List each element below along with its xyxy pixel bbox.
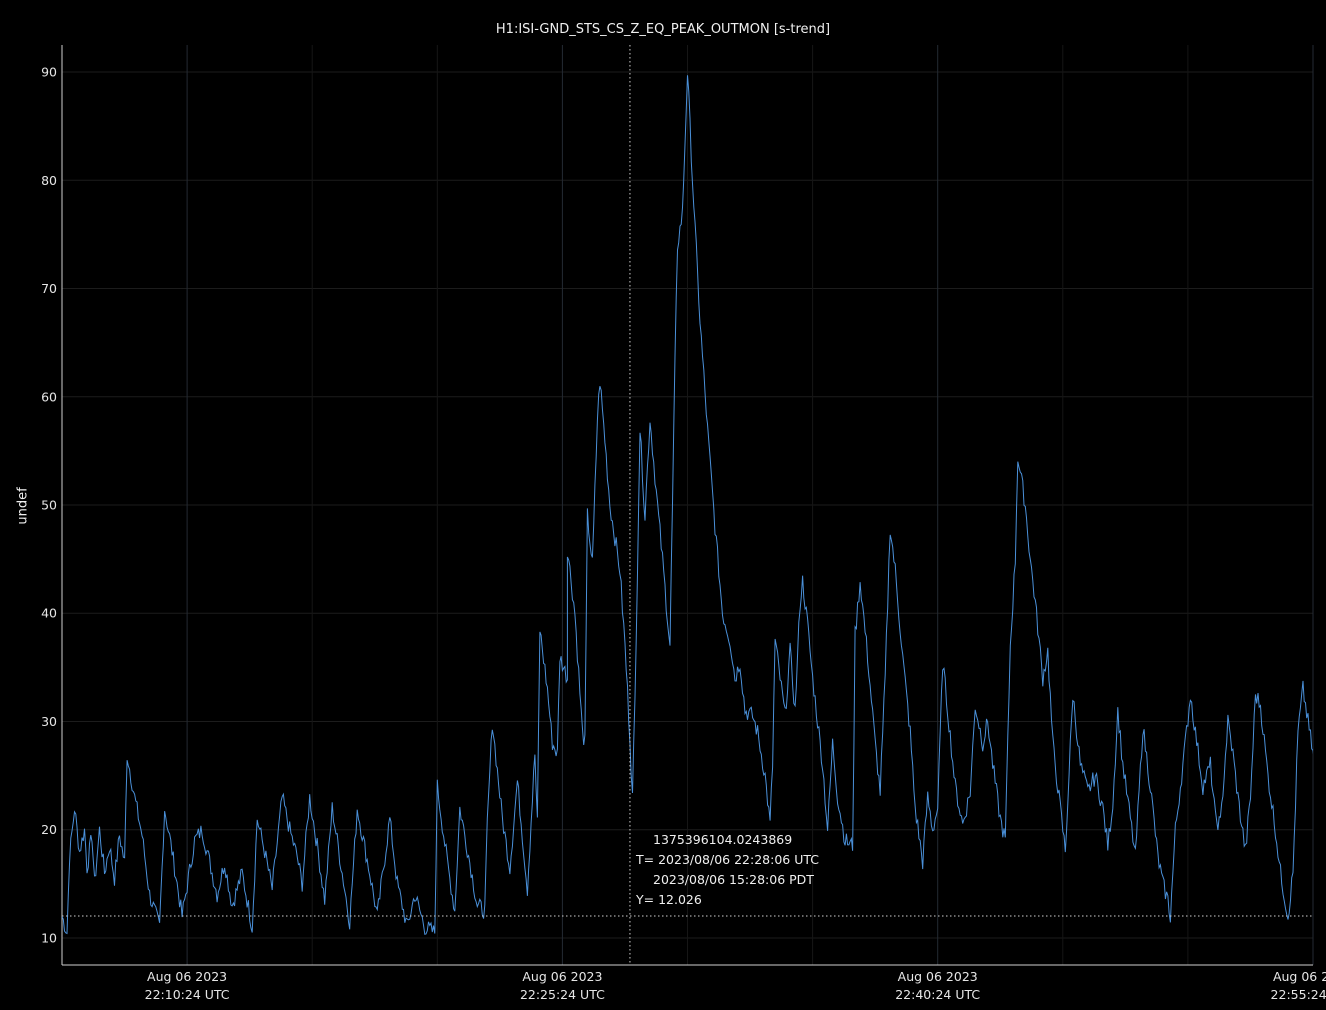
y-tick-label: 60	[41, 389, 57, 404]
series-path	[62, 75, 1313, 935]
chart-axes	[61, 45, 1313, 966]
chart-title: H1:ISI-GND_STS_CS_Z_EQ_PEAK_OUTMON [s-tr…	[495, 22, 831, 37]
x-tick-label: Aug 06 2023	[1273, 969, 1326, 984]
x-tick-label-time: 22:40:24 UTC	[895, 987, 980, 1002]
x-tick-label: Aug 06 2023	[522, 969, 602, 984]
chart-grid	[61, 45, 1314, 965]
x-tick-label: Aug 06 2023	[147, 969, 227, 984]
y-tick-label: 40	[41, 606, 57, 621]
x-tick-label-time: 22:25:24 UTC	[520, 987, 605, 1002]
y-tick-label: 20	[41, 822, 57, 837]
cursor-gps-time: 1375396104.0243869	[653, 832, 793, 847]
x-tick-label-time: 22:55:24 UTC	[1271, 987, 1326, 1002]
cursor-local-time: 2023/08/06 15:28:06 PDT	[653, 872, 814, 887]
cursor-utc-time: T= 2023/08/06 22:28:06 UTC	[636, 852, 819, 867]
x-tick-label-time: 22:10:24 UTC	[145, 987, 230, 1002]
y-tick-label: 30	[41, 714, 57, 729]
cursor-y-value: Y= 12.026	[636, 892, 702, 907]
y-tick-label: 50	[41, 498, 57, 513]
y-tick-label: 10	[41, 930, 57, 945]
y-tick-label: 90	[41, 65, 57, 80]
x-tick-labels: Aug 06 2023 22:10:24 UTC Aug 06 2023 22:25:…	[145, 969, 1326, 1002]
y-tick-label: 80	[41, 173, 57, 188]
cursor-crosshair	[62, 45, 1313, 965]
x-tick-label: Aug 06 2023	[898, 969, 978, 984]
y-tick-labels: 10 20 30 40 50 60 70 80 90	[41, 65, 57, 946]
series-line	[62, 75, 1313, 935]
y-tick-label: 70	[41, 281, 57, 296]
cursor-readout: 1375396104.0243869 T= 2023/08/06 22:28:0…	[636, 830, 819, 910]
y-axis-label: undef	[15, 487, 31, 525]
